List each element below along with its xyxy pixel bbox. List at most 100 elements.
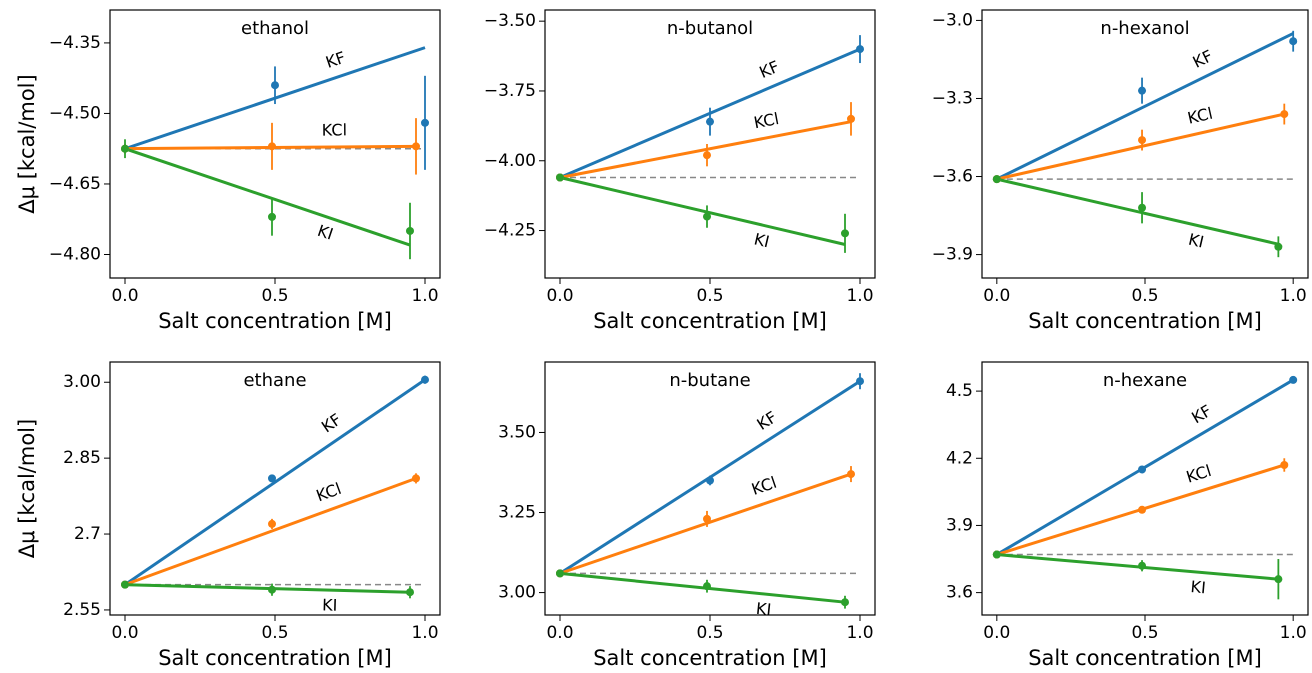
series-label: KCl [1186,104,1215,128]
y-tick-label: 3.25 [498,503,536,523]
x-tick-label: 0.0 [983,286,1010,306]
x-tick-label: 0.5 [696,286,723,306]
y-tick-label: 3.6 [946,583,973,603]
data-point [421,375,429,384]
chart-title: ethanol [241,18,309,39]
data-point [421,118,429,127]
data-point [856,45,864,54]
x-tick-label: 0.0 [111,623,138,643]
series-label: KF [318,410,345,437]
series-label: KI [752,229,771,251]
x-tick-label: 1.0 [411,623,438,643]
chart-title: n-hexanol [1100,18,1189,39]
x-tick-label: 1.0 [1280,623,1307,643]
data-point [841,229,849,238]
data-point [703,582,711,591]
data-point [1280,460,1289,469]
series-label: KF [1190,46,1216,72]
chart-title: n-hexane [1103,370,1187,391]
series-label: KCl [1184,461,1214,487]
y-tick-label: 2.7 [74,524,101,544]
series-label: KCl [752,109,780,132]
x-tick-label: 1.0 [846,623,873,643]
data-point [856,377,864,386]
x-tick-label: 0.0 [983,623,1010,643]
series-label: KI [315,221,336,244]
y-axis-label: Δμ [kcal/mol] [15,419,39,558]
y-tick-label: 3.9 [946,515,973,535]
series-label: KI [1190,577,1207,597]
y-tick-label: −3.50 [484,11,536,31]
data-point [1138,561,1147,570]
data-point [706,117,714,126]
y-tick-label: 4.5 [946,381,973,401]
x-tick-label: 0.5 [1131,623,1158,643]
y-tick-label: 2.85 [63,448,101,468]
y-tick-label: 3.00 [498,583,536,603]
data-point [703,151,711,160]
fit-line [996,32,1294,181]
x-tick-label: 0.5 [1131,286,1158,306]
data-point [412,142,420,151]
fit-line [559,571,846,604]
data-point [556,569,564,578]
series-label: KCl [314,479,344,506]
data-point [841,598,849,607]
data-point [703,212,711,221]
x-axis-label: Salt concentration [M] [593,309,827,333]
data-point [992,175,1001,184]
y-tick-label: −3.6 [932,167,973,187]
data-point [1138,136,1147,145]
data-point [992,550,1001,559]
data-point [1138,465,1147,474]
fit-line [124,476,417,587]
fit-line [559,472,852,575]
y-tick-label: −4.35 [49,33,101,53]
data-point [268,142,276,151]
data-point [1138,86,1147,95]
y-tick-label: 3.50 [498,422,536,442]
fit-line [124,583,411,594]
x-tick-label: 0.0 [546,623,573,643]
data-point [706,476,714,485]
x-tick-label: 1.0 [411,286,438,306]
plot-frame [544,9,876,279]
fit-line [124,378,426,586]
data-point [121,144,129,153]
data-point [406,588,414,597]
fit-line [559,120,852,179]
series-label: KF [323,48,348,72]
chart-title: n-butane [669,370,750,391]
y-tick-label: −3.0 [932,10,973,30]
data-point [1289,375,1298,384]
data-point [412,474,420,483]
chart-title: n-butanol [667,18,753,39]
data-point [1274,575,1283,584]
x-tick-label: 0.5 [696,623,723,643]
x-axis-label: Salt concentration [M] [593,646,827,670]
fit-line [124,147,411,247]
x-tick-label: 1.0 [846,286,873,306]
y-tick-label: −3.3 [932,88,973,108]
y-tick-label: −3.9 [932,245,973,265]
series-label: KI [322,595,338,614]
data-point [703,514,711,523]
fit-line [996,177,1279,246]
x-axis-label: Salt concentration [M] [1028,646,1262,670]
y-tick-label: −3.75 [484,81,536,101]
data-point [406,226,414,235]
y-tick-label: −4.50 [49,103,101,123]
data-point [847,114,855,123]
series-label: KF [757,57,783,82]
data-point [847,470,855,479]
series-label: KI [755,599,772,619]
series-label: KF [1188,401,1215,427]
y-tick-label: −4.25 [484,221,536,241]
data-point [268,519,276,528]
fit-line [996,112,1285,181]
series-label: KF [753,407,780,434]
data-point [271,81,279,90]
x-tick-label: 0.0 [111,286,138,306]
